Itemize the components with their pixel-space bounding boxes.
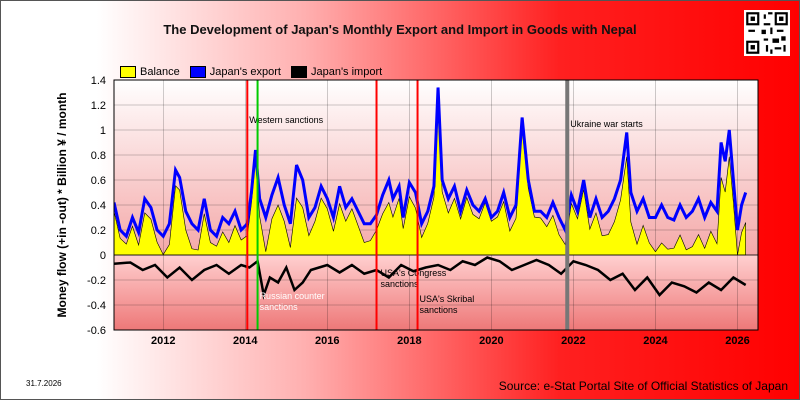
y-tick-label: 0.2: [91, 225, 106, 237]
chart-title: The Development of Japan's Monthly Expor…: [163, 22, 637, 37]
y-tick-label: 1: [100, 125, 106, 137]
event-annotation-line: Russian counter: [260, 291, 325, 301]
event-annotation-line: USA's Congress: [381, 268, 447, 278]
x-tick-label: 2014: [233, 335, 258, 347]
event-annotation-line: Western sanctions: [249, 115, 323, 125]
event-annotation-line: sanctions: [420, 305, 459, 315]
event-annotation: Ukraine war starts: [570, 119, 643, 129]
event-annotation-line: USA's Skribal: [420, 294, 475, 304]
plot-area: [114, 87, 758, 300]
date-stamp: 31.7.2026: [26, 379, 62, 388]
y-tick-label: -0.4: [87, 300, 106, 312]
x-tick-label: 2026: [725, 335, 749, 347]
x-axis: 2012 2014 2016 2018 2020 2022 2024 2026: [151, 335, 750, 347]
y-tick-label: -0.2: [87, 275, 106, 287]
legend-item-export: Japan's export: [189, 66, 281, 78]
x-tick-label: 2018: [397, 335, 421, 347]
legend: Balance Japan's export Japan's import: [120, 66, 382, 78]
source-text: Source: e-Stat Portal Site of Official S…: [498, 379, 788, 393]
y-axis: 1.4 1.2 1 0.8 0.6 0.4 0.2 0 -0.2 -0.4 -0.6: [87, 75, 106, 337]
event-annotation-line: sanctions: [381, 279, 420, 289]
qr-code: [744, 10, 790, 56]
event-annotation-line: sanctions: [260, 302, 299, 312]
y-tick-label: 0.8: [91, 150, 106, 162]
legend-label-balance: Balance: [140, 66, 180, 78]
legend-item-balance: Balance: [120, 66, 180, 78]
event-annotation: Western sanctions: [249, 115, 323, 125]
legend-swatch-balance: [120, 66, 136, 78]
event-annotation: USA's Congress sanctions: [381, 268, 447, 289]
x-tick-label: 2016: [315, 335, 339, 347]
y-axis-label: Money flow (+in -out) * Billion ¥ / mont…: [55, 92, 69, 318]
x-tick-label: 2022: [561, 335, 585, 347]
legend-swatch-import: [290, 66, 307, 78]
event-annotation: Russian counter sanctions: [260, 291, 325, 312]
legend-swatch-export: [189, 66, 206, 78]
legend-label-export: Japan's export: [209, 66, 281, 78]
y-tick-label: 0.6: [91, 175, 106, 187]
plot-border: [113, 79, 759, 331]
y-tick-label: -0.6: [87, 325, 106, 337]
import-line: [114, 256, 747, 300]
export-line: [114, 87, 748, 240]
y-tick-label: 0.4: [91, 200, 106, 212]
legend-item-import: Japan's import: [290, 66, 383, 78]
y-tick-label: 1.2: [91, 100, 106, 112]
x-tick-label: 2020: [479, 335, 503, 347]
x-tick-label: 2024: [643, 335, 668, 347]
y-tick-label: 0: [100, 250, 106, 262]
legend-label-import: Japan's import: [310, 66, 383, 78]
event-annotation: USA's Skribal sanctions: [420, 294, 475, 315]
event-annotation-line: Ukraine war starts: [570, 119, 643, 129]
x-tick-label: 2012: [151, 335, 175, 347]
y-tick-label: 1.4: [91, 75, 106, 87]
